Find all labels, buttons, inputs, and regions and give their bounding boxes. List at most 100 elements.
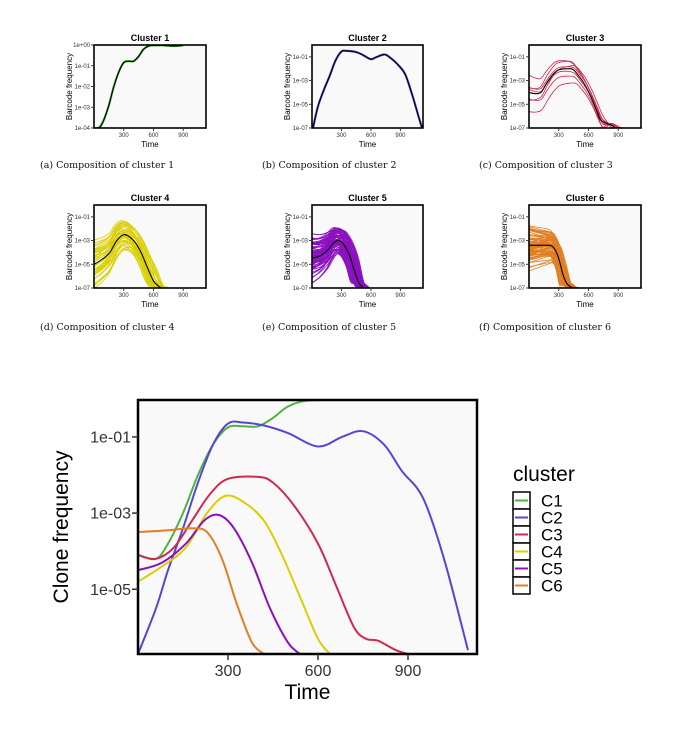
y-tick-label: 1e-01 (293, 55, 309, 61)
x-tick-label: 900 (613, 133, 624, 139)
clone-line (529, 262, 573, 288)
mean-line (94, 233, 164, 288)
clone-line (94, 221, 169, 288)
clone-line (529, 251, 577, 288)
legend-title: cluster (513, 463, 575, 486)
cluster-panel-4: 300 600 900 1e-07 1e-05 1e-03 1e-01 Time Barcode… (65, 193, 207, 309)
y-tick-label: 1e-04 (75, 126, 91, 132)
caption-d: (d) Composition of cluster 4 (40, 322, 175, 333)
y-tick-label: 1e-05 (293, 102, 309, 108)
caption-e: (e) Composition of cluster 5 (262, 322, 397, 333)
x-axis-label: Time (576, 140, 594, 149)
x-axis-label: Time (141, 140, 159, 149)
x-tick-label: 300 (336, 293, 347, 299)
legend-label: C4 (541, 543, 563, 562)
lines (312, 49, 423, 128)
y-tick-label: 1e-01 (510, 215, 526, 221)
y-axis-label: Barcode frequency (500, 213, 509, 280)
y-tick-label: 1e-07 (510, 286, 526, 292)
y-axis-label: Barcode frequency (283, 53, 292, 120)
plot-frame (93, 204, 207, 289)
series-line-C3 (138, 475, 409, 654)
combined-chart: 300 600 900 1e-05 1e-03 1e-01 Time Clone freque… (50, 398, 479, 704)
x-tick-label: 900 (178, 293, 189, 299)
x-tick-label: 300 (119, 133, 130, 139)
clone-line (94, 242, 169, 288)
y-tick-label: 1e-01 (293, 215, 309, 221)
y-tick-label: 1e-01 (75, 215, 91, 221)
series-line-C5 (138, 513, 301, 654)
x-tick-label: 300 (215, 663, 242, 680)
clone-line (94, 246, 169, 288)
cluster-panel-2: 300 600 900 1e-07 1e-05 1e-03 1e-01 Time Barcode… (283, 33, 424, 149)
clone-line (94, 220, 160, 288)
y-axis-label: Clone frequency (50, 450, 73, 603)
caption-a: (a) Composition of cluster 1 (40, 160, 175, 171)
caption-f: (f) Composition of cluster 6 (479, 322, 612, 333)
clone-line (94, 224, 167, 288)
y-tick-label: 1e-02 (75, 85, 91, 91)
clone-line (529, 237, 574, 288)
legend-item-C4: C4 (512, 542, 563, 562)
legend-label: C1 (541, 492, 563, 511)
panel-title: Cluster 5 (348, 193, 387, 203)
clone-line (94, 231, 158, 288)
y-tick-label: 1e-03 (75, 239, 91, 245)
y-tick-label: 1e-03 (90, 506, 131, 523)
y-axis-label: Barcode frequency (65, 53, 74, 120)
y-tick-label: 1e-07 (293, 126, 309, 132)
legend-label: C5 (541, 560, 563, 579)
x-tick-label: 300 (336, 133, 347, 139)
clone-line (94, 244, 167, 288)
plot-frame (311, 44, 424, 129)
lines (312, 226, 371, 288)
panel-title: Cluster 2 (348, 33, 387, 43)
caption-c: (c) Composition of cluster 3 (479, 160, 613, 171)
x-axis-label: Time (576, 300, 594, 309)
x-tick-label: 600 (148, 293, 159, 299)
y-axis-label: Barcode frequency (500, 53, 509, 120)
legend-item-C1: C1 (512, 491, 563, 511)
y-tick-label: 1e-07 (293, 286, 309, 292)
y-tick-label: 1e-01 (90, 430, 131, 447)
x-tick-label: 900 (395, 293, 406, 299)
legend-label: C3 (541, 526, 563, 545)
cluster-panel-5: 300 600 900 1e-07 1e-05 1e-03 1e-01 Time Barcode… (283, 193, 424, 309)
x-axis-label: Time (359, 300, 377, 309)
x-tick-label: 300 (119, 293, 130, 299)
clone-line (94, 240, 160, 288)
y-axis-label: Barcode frequency (65, 213, 74, 280)
y-tick-label: 1e-01 (75, 64, 91, 70)
legend-label: C2 (541, 509, 563, 528)
x-axis-label: Time (141, 300, 159, 309)
x-tick-label: 300 (554, 293, 565, 299)
y-axis-label: Barcode frequency (283, 213, 292, 280)
x-tick-label: 600 (366, 133, 377, 139)
plot-frame (136, 398, 479, 656)
y-tick-label: 1e-05 (293, 262, 309, 268)
clone-line (312, 251, 366, 288)
panel-title: Cluster 4 (131, 193, 170, 203)
legend-item-C6: C6 (512, 576, 563, 596)
cluster-panel-3: 300 600 900 1e-07 1e-05 1e-03 1e-01 Time Barcode… (500, 33, 642, 149)
mean-line (529, 244, 575, 288)
plot-frame (311, 204, 424, 289)
panel-title: Cluster 1 (131, 33, 170, 43)
lines (529, 60, 641, 128)
y-tick-label: 1e-05 (75, 262, 91, 268)
panel-title: Cluster 6 (566, 193, 605, 203)
legend-label: C6 (541, 577, 563, 596)
y-tick-label: 1e-03 (510, 79, 526, 85)
clone-line (94, 249, 161, 288)
x-axis-label: Time (285, 681, 331, 704)
mean-line (312, 50, 423, 128)
x-axis-label: Time (359, 140, 377, 149)
lines (529, 225, 581, 288)
x-tick-label: 900 (395, 663, 422, 680)
plot-background (94, 45, 206, 128)
y-tick-label: 1e-03 (75, 105, 91, 111)
series-line-C4 (138, 494, 331, 654)
y-tick-label: 1e+00 (73, 43, 91, 49)
